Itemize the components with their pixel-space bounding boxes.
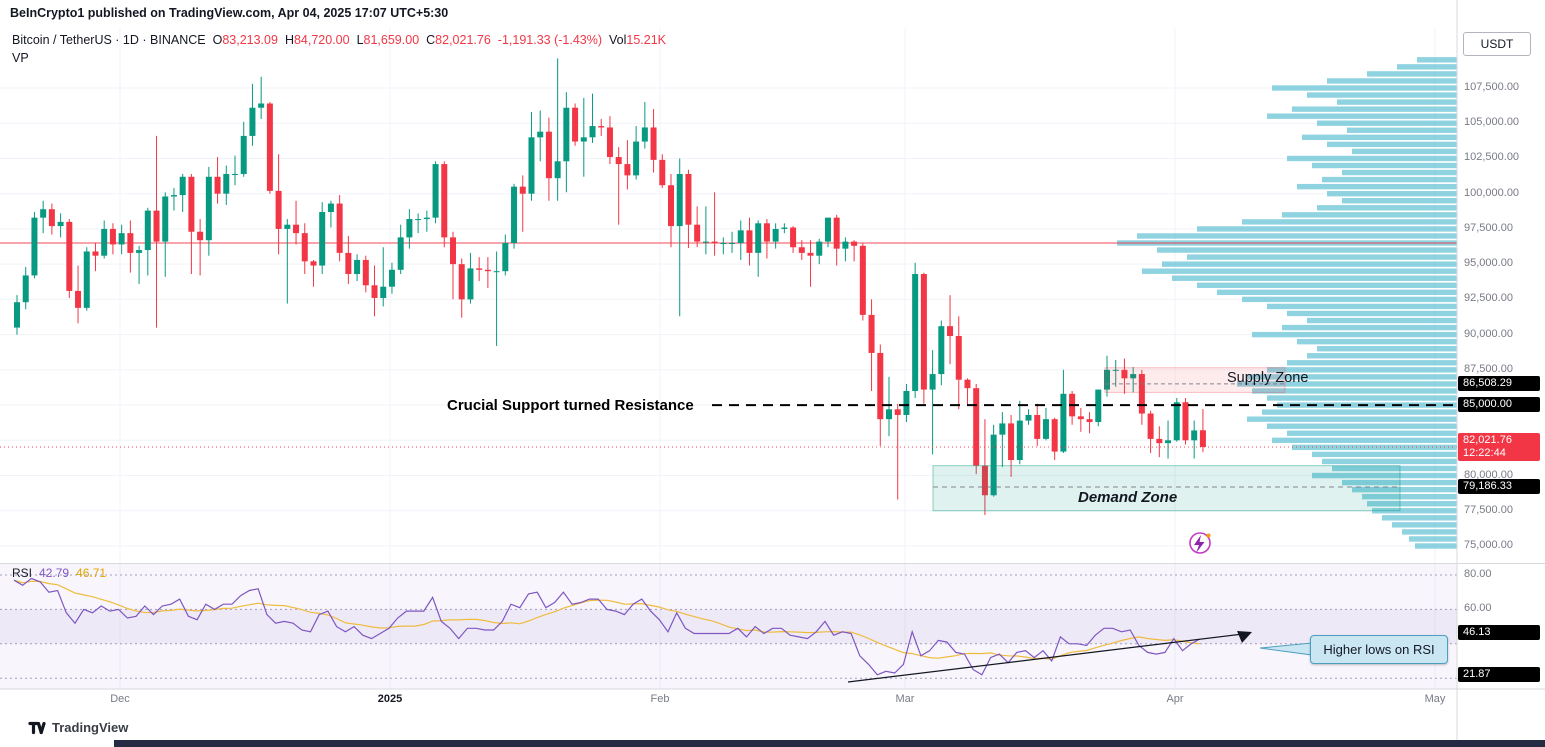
- price-tick: 95,000.00: [1464, 257, 1513, 270]
- symbol-title[interactable]: Bitcoin / TetherUS · 1D · BINANCE: [12, 33, 206, 47]
- demand-zone-label: Demand Zone: [1078, 489, 1178, 506]
- price-tick: 87,500.00: [1464, 362, 1513, 375]
- price-tick: 90,000.00: [1464, 327, 1513, 340]
- footer: TradingView: [28, 720, 128, 735]
- price-tick: 100,000.00: [1464, 186, 1520, 199]
- time-tick: Mar: [895, 693, 915, 705]
- vp-indicator-label[interactable]: VP: [12, 51, 29, 65]
- rsi-ma-value: 46.71: [76, 566, 107, 580]
- bottom-accent-bar: [114, 740, 1545, 747]
- high-value: 84,720.00: [293, 33, 350, 47]
- low-value: 81,659.00: [363, 33, 420, 47]
- footer-logo-text[interactable]: TradingView: [52, 720, 129, 735]
- supply-zone-label: Supply Zone: [1227, 370, 1309, 386]
- rsi-value-badge: 21.87: [1458, 666, 1540, 682]
- rsi-tick: 60.00: [1464, 602, 1492, 615]
- time-tick: Feb: [650, 693, 670, 705]
- attribution-text: BeInCrypto1 published on TradingView.com…: [10, 6, 449, 20]
- time-tick: May: [1424, 693, 1446, 705]
- price-axis[interactable]: USDT 107,500.00 105,000.00 102,500.00 100,0…: [1457, 0, 1545, 747]
- price-tick: 105,000.00: [1464, 116, 1520, 129]
- price-level-badge: 86,508.29: [1458, 375, 1540, 391]
- currency-button[interactable]: USDT: [1463, 32, 1531, 56]
- time-tick: Dec: [110, 693, 130, 705]
- high-label: H: [284, 33, 294, 47]
- close-label: C: [426, 33, 436, 47]
- low-label: L: [356, 33, 364, 47]
- change-value: -1,191.33 (-1.43%): [497, 33, 603, 47]
- price-tick: 75,000.00: [1464, 538, 1513, 551]
- price-level-badge: 79,186.33: [1458, 479, 1540, 494]
- open-value: 83,213.09: [222, 33, 278, 47]
- symbol-legend: Bitcoin / TetherUS · 1D · BINANCE O83,21…: [12, 33, 666, 47]
- price-level-badge: 85,000.00: [1458, 397, 1540, 413]
- close-value: 82,021.76: [435, 33, 491, 47]
- price-tick: 107,500.00: [1464, 81, 1520, 93]
- current-price-badge: 82,021.76 12:22:44: [1458, 433, 1540, 462]
- lightning-icon[interactable]: [1189, 532, 1211, 554]
- rsi-tick: 80.00: [1464, 568, 1492, 580]
- price-tick: 77,500.00: [1464, 503, 1513, 516]
- rsi-value: 42.79: [39, 566, 70, 580]
- price-tick: 92,500.00: [1464, 292, 1513, 305]
- volume-label: Vol: [609, 33, 627, 47]
- time-tick: 2025: [377, 693, 403, 705]
- open-label: O: [212, 33, 223, 47]
- price-tick: 80,000.00: [1464, 468, 1513, 481]
- price-tick: 97,500.00: [1464, 221, 1513, 234]
- rsi-callout: Higher lows on RSI: [1310, 635, 1448, 664]
- price-tick: 102,500.00: [1464, 151, 1520, 164]
- rsi-value-badge: 46.13: [1458, 625, 1540, 641]
- tradingview-logo-icon: [28, 721, 46, 735]
- rsi-legend: RSI 42.79 46.71: [12, 566, 106, 580]
- resistance-annotation: Crucial Support turned Resistance: [447, 397, 694, 414]
- time-tick: Apr: [1166, 693, 1184, 705]
- rsi-label[interactable]: RSI: [12, 566, 33, 580]
- volume-value: 15.21K: [626, 33, 667, 47]
